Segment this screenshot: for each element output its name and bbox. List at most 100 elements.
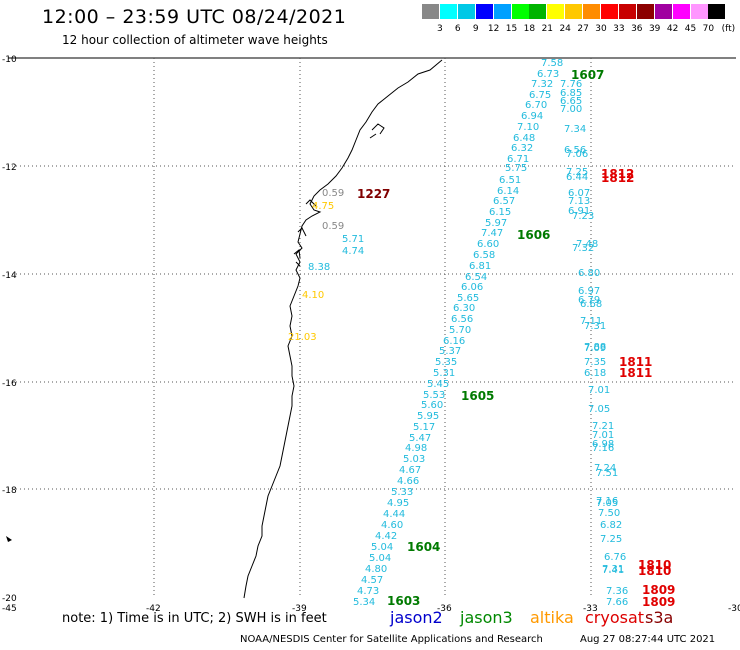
wave-height-value: 4.44 xyxy=(383,509,405,520)
wave-height-value: 4.75 xyxy=(312,201,334,212)
wave-height-value: 7.11 xyxy=(580,316,602,327)
lat-label: -12 xyxy=(2,163,17,173)
wave-height-value: 5.45 xyxy=(427,379,449,390)
map-subtitle: 12 hour collection of altimeter wave hei… xyxy=(62,33,328,47)
wave-height-value: 4.67 xyxy=(399,465,421,476)
wave-height-value: 5.97 xyxy=(485,218,507,229)
wave-height-value: 7.05 xyxy=(588,404,610,415)
wave-height-value: 6.14 xyxy=(497,186,519,197)
wave-height-value: 6.80 xyxy=(578,268,600,279)
wave-height-value: 6.91 xyxy=(568,206,590,217)
wave-height-value: 6.16 xyxy=(443,336,465,347)
wave-height-value: 6.18 xyxy=(584,368,606,379)
legend-tick: 9 xyxy=(472,24,479,34)
wave-height-value: 4.73 xyxy=(357,586,379,597)
wave-height-value: 7.50 xyxy=(598,508,620,519)
wave-height-value: 5.95 xyxy=(417,411,439,422)
legend-swatch xyxy=(690,4,708,19)
generation-timestamp: Aug 27 08:27:44 UTC 2021 xyxy=(580,634,716,645)
wave-height-value: 6.15 xyxy=(489,207,511,218)
pass-time-label: 1607 xyxy=(571,68,604,82)
pass-time-label: 1812 xyxy=(601,167,634,181)
wave-height-value: 4.95 xyxy=(387,498,409,509)
wave-height-value: 5.04 xyxy=(369,553,391,564)
pass-time-label: 1606 xyxy=(517,228,550,242)
wave-height-value: 6.97 xyxy=(578,286,600,297)
wave-height-value: 7.01 xyxy=(592,430,614,441)
pass-time-label: 1227 xyxy=(357,187,390,201)
wave-height-value: 0.59 xyxy=(322,188,344,199)
credit-line: NOAA/NESDIS Center for Satellite Applica… xyxy=(240,634,543,645)
pass-time-label: 1604 xyxy=(407,540,440,554)
wave-height-value: 7.32 xyxy=(572,243,594,254)
wave-height-value: 5.70 xyxy=(449,325,471,336)
legend-swatch xyxy=(529,4,547,19)
wave-height-value: 6.71 xyxy=(507,154,529,165)
wave-height-value: 6.60 xyxy=(477,239,499,250)
wave-height-value: 5.65 xyxy=(457,293,479,304)
wave-height-value: 5.17 xyxy=(413,422,435,433)
legend-tick: 27 xyxy=(577,24,589,34)
wave-height-value: 7.09 xyxy=(584,343,606,354)
wave-height-value: 7.88 xyxy=(584,342,606,353)
legend-tick: 39 xyxy=(648,24,661,34)
coastline-islands xyxy=(293,123,385,267)
legend-tick: 6 xyxy=(454,24,461,34)
wave-height-value: 6.30 xyxy=(453,303,475,314)
wave-height-value: 7.47 xyxy=(481,228,503,239)
wave-height-value: 6.06 xyxy=(461,282,483,293)
wave-height-value: 7.66 xyxy=(606,597,628,608)
wave-height-value: 4.74 xyxy=(342,246,364,257)
wave-height-value: 4.98 xyxy=(405,443,427,454)
wave-height-value: 6.51 xyxy=(499,175,521,186)
wave-height-value: 21.03 xyxy=(288,332,317,343)
satellite-cryosat: cryosat xyxy=(585,608,645,627)
coast-marker xyxy=(6,536,12,542)
wave-height-value: 7.76 xyxy=(560,79,582,90)
wave-height-value: 6.94 xyxy=(521,111,543,122)
pass-time-label: 1603 xyxy=(387,594,420,608)
legend-swatch xyxy=(475,4,493,19)
legend-swatch xyxy=(618,4,636,19)
legend-tick: 33 xyxy=(613,24,625,34)
legend-swatch xyxy=(672,4,690,19)
satellite-jason2: jason2 xyxy=(390,608,443,627)
wave-height-value: 7.10 xyxy=(517,122,539,133)
wave-height-value: 7.16 xyxy=(592,443,614,454)
wave-height-value: 6.54 xyxy=(465,272,487,283)
wave-height-value: 7.25 xyxy=(566,167,588,178)
pass-time-label: 1810 xyxy=(638,564,671,578)
wave-height-value: 6.82 xyxy=(600,520,622,531)
wave-height-value: 5.71 xyxy=(342,234,364,245)
legend-swatch xyxy=(439,4,457,19)
wave-height-value: 7.06 xyxy=(566,149,588,160)
wave-height-value: 5.47 xyxy=(409,433,431,444)
wave-height-value: 6.56 xyxy=(564,145,586,156)
wave-height-value: 7.05 xyxy=(596,498,618,509)
wave-height-value: 7.31 xyxy=(602,564,624,575)
legend-tick: 21 xyxy=(541,24,554,34)
legend-unit: (ft) xyxy=(721,24,736,34)
wave-height-value: 8.38 xyxy=(308,262,330,273)
lon-label: -42 xyxy=(146,604,161,614)
wave-height-value: 6.70 xyxy=(525,100,547,111)
legend-swatch xyxy=(422,4,439,19)
legend-swatch xyxy=(547,4,565,19)
lat-label: -18 xyxy=(2,486,17,496)
wave-height-value: 6.56 xyxy=(451,314,473,325)
wave-height-value: 4.60 xyxy=(381,520,403,531)
wave-height-value: 5.33 xyxy=(391,487,413,498)
wave-height-value: 7.48 xyxy=(576,239,598,250)
wave-height-value: 5.75 xyxy=(505,163,527,174)
legend-tick: 15 xyxy=(505,24,518,34)
legend-tick: 24 xyxy=(559,24,571,34)
legend-tick: 70 xyxy=(702,24,715,34)
footer-note: note: 1) Time is in UTC; 2) SWH is in fe… xyxy=(62,611,327,626)
wave-height-labels: 7.586.737.32 7.766.75 6.856.70 6.657.006.94… xyxy=(288,58,675,609)
pass-time-label: 1811 xyxy=(619,366,652,380)
wave-height-value: 6.81 xyxy=(469,261,491,272)
wave-height-value: 4.10 xyxy=(302,290,324,301)
wave-height-value: 0.59 xyxy=(322,221,344,232)
lon-label: -39 xyxy=(292,604,307,614)
